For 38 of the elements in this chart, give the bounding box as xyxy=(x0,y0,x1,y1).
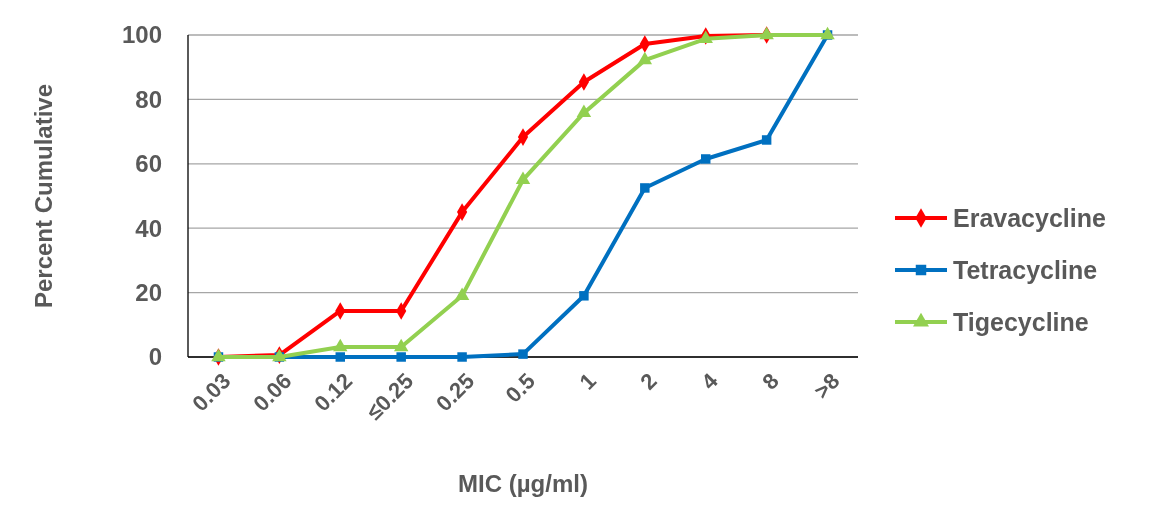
x-tick-label: 2 xyxy=(635,368,662,395)
y-tick-label: 100 xyxy=(121,21,162,49)
point xyxy=(211,348,226,362)
x-tick-label: 0.5 xyxy=(500,368,540,408)
y-tick-label: 80 xyxy=(135,85,162,113)
point xyxy=(576,104,592,118)
point xyxy=(820,26,835,40)
point xyxy=(518,349,528,359)
point xyxy=(396,352,406,362)
x-tick-label: 0.25 xyxy=(431,368,480,417)
legend-label: Eravacycline xyxy=(953,203,1106,232)
point xyxy=(640,183,650,193)
point xyxy=(393,338,409,352)
x-tick-label: 0.06 xyxy=(248,368,297,417)
x-axis-title: MIC (µg/ml) xyxy=(458,470,588,497)
point xyxy=(457,352,467,362)
y-tick-label: 0 xyxy=(148,343,162,371)
point xyxy=(333,338,348,352)
x-tick-label: >8 xyxy=(809,368,845,404)
x-tick-label: 0.12 xyxy=(309,368,358,417)
point xyxy=(759,26,774,40)
point xyxy=(761,135,772,145)
point xyxy=(700,154,711,164)
x-tick-label: 4 xyxy=(696,367,724,395)
point xyxy=(637,51,653,65)
point xyxy=(335,352,346,362)
x-tick-label: 0.03 xyxy=(187,368,236,417)
y-tick-label: 20 xyxy=(135,279,162,306)
y-tick-label: 40 xyxy=(135,214,162,242)
point xyxy=(579,291,589,301)
x-tick-label: 1 xyxy=(574,368,601,395)
point xyxy=(454,287,470,300)
point xyxy=(515,171,531,185)
legend-label: Tetracycline xyxy=(953,255,1098,284)
y-axis-title: Percent Cumulative xyxy=(30,83,57,309)
y-tick-label: 60 xyxy=(135,150,162,178)
legend-label: Tigecycline xyxy=(953,307,1089,336)
x-tick-label: 8 xyxy=(757,368,784,395)
